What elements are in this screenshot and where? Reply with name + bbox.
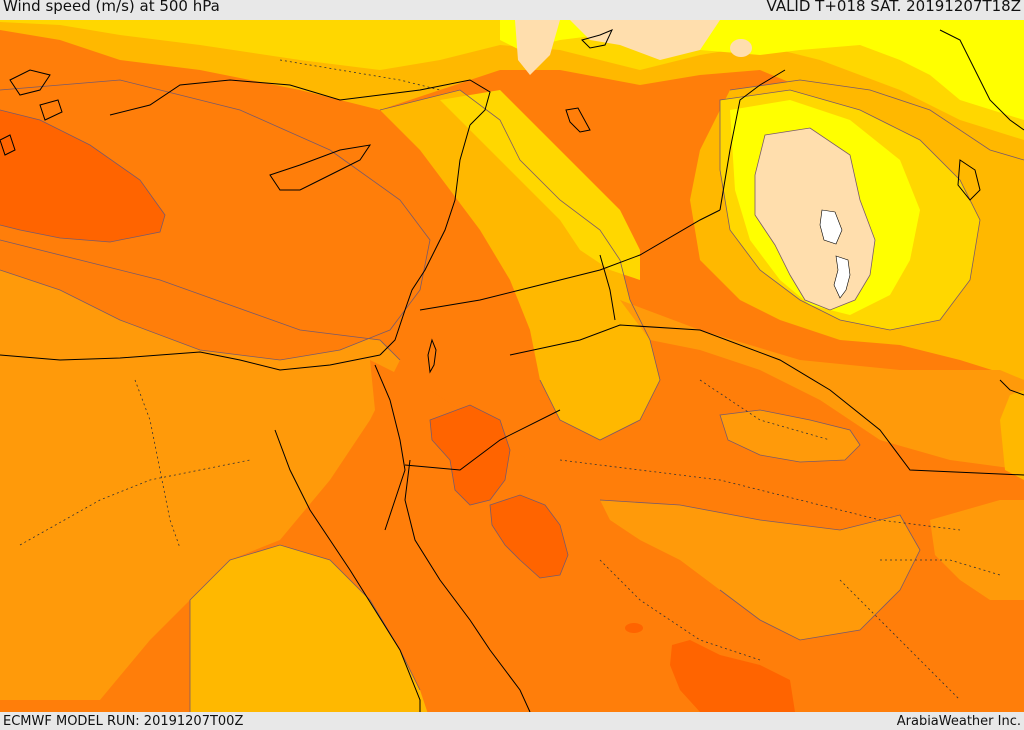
wind-band-light-orange-e6 — [1000, 390, 1024, 480]
wind-band-orange-e3 — [600, 500, 920, 640]
wind-band-dark-orange-jet — [0, 80, 430, 360]
wind-band-darkest-orange-2 — [490, 495, 568, 578]
lake-1 — [819, 209, 843, 245]
wind-band-darkest-orange-1 — [430, 405, 510, 505]
valid-time: VALID T+018 SAT. 20191207T18Z — [766, 0, 1021, 15]
wind-band-orange-e1 — [720, 410, 860, 462]
wind-band-darkest-orange-west — [0, 110, 165, 242]
map-header: Wind speed (m/s) at 500 hPa VALID T+018 … — [0, 0, 1024, 20]
internal-borders — [19, 59, 1001, 701]
wind-speed-map — [0, 20, 1024, 712]
wind-band-gold-central — [440, 90, 640, 280]
wind-band-gold-north — [0, 20, 1024, 140]
map-title: Wind speed (m/s) at 500 hPa — [3, 0, 220, 15]
wind-band-orange-e4 — [930, 500, 1024, 600]
wind-band-yellow-north — [500, 20, 1024, 120]
wind-band-tan-top-2 — [570, 20, 720, 60]
wind-band-light-orange-north — [0, 20, 1024, 170]
model-run-label: ECMWF MODEL RUN: 20191207T00Z — [3, 714, 244, 729]
lake-2 — [833, 255, 851, 299]
wind-band-tan-top-1 — [515, 20, 560, 75]
wind-band-darkest-orange-4 — [625, 623, 643, 633]
weather-map[interactable] — [0, 20, 1024, 712]
wind-band-light-orange-sw — [190, 545, 428, 712]
coastlines — [0, 29, 1024, 712]
wind-band-tan-top-3 — [730, 39, 752, 57]
map-footer: ECMWF MODEL RUN: 20191207T00Z ArabiaWeat… — [0, 712, 1024, 729]
credit-label: ArabiaWeather Inc. — [896, 714, 1021, 729]
wind-band-darkest-orange-3 — [670, 640, 795, 712]
wind-band-light-orange-central — [380, 90, 660, 440]
